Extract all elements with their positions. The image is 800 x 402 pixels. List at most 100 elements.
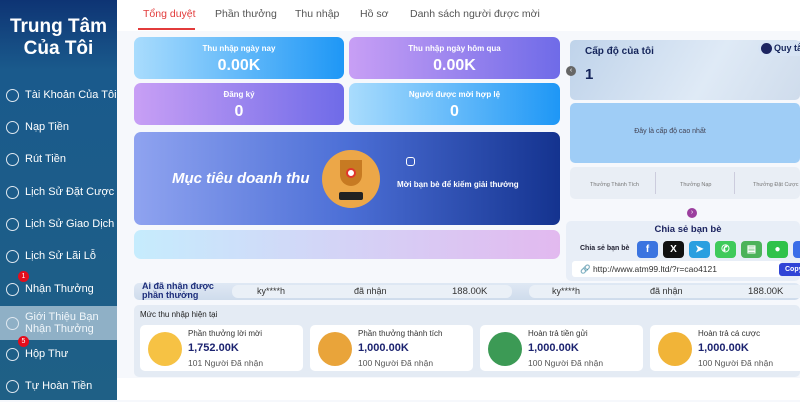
sidebar-item[interactable]: Giới Thiệu Bạn Nhận Thưởng: [0, 306, 117, 340]
sidebar-item-label: Nhận Thưởng: [25, 283, 94, 295]
sidebar-item[interactable]: Tài Khoản Của Tôi: [0, 79, 117, 111]
revenue-goal-banner: Mục tiêu doanh thu Mời bạn bè để kiếm gi…: [134, 132, 560, 225]
chat-icon[interactable]: [406, 157, 415, 166]
gradient-strip: [134, 230, 560, 259]
sidebar-item-label: Rút Tiền: [25, 153, 66, 165]
stat-label: Thu nhập ngày nay: [202, 44, 276, 53]
ticker-user: ky****h: [257, 286, 286, 296]
income-card: Hoàn trả cá cược 1,000.00K 100 Người Đã nh…: [650, 325, 800, 371]
stat-registered: Đăng ký 0: [134, 83, 344, 125]
sms-share-icon[interactable]: ▤: [741, 241, 762, 258]
income-card-count: 100 Người Đã nhận: [698, 358, 774, 368]
whatsapp-share-icon[interactable]: ✆: [715, 241, 736, 258]
level-value: 1: [585, 66, 594, 83]
banner-text: Mời bạn bè để kiếm giải thưởng: [397, 180, 519, 189]
income-card-value: 1,752.00K: [188, 342, 239, 354]
sidebar-item-label: Tài Khoản Của Tôi: [25, 89, 117, 101]
share-label: Chia sẻ bạn bè: [580, 245, 630, 252]
rebate-icon: [6, 379, 19, 393]
ticker-amount: 188.00K: [748, 286, 784, 297]
notification-badge: 5: [18, 336, 29, 347]
sidebar-item-label: Nạp Tiền: [25, 121, 70, 133]
ticker-amount: 188.00K: [452, 286, 488, 297]
deposit-icon: [6, 120, 19, 134]
income-card-title: Hoàn trả cá cược: [698, 329, 761, 338]
reward-icon: [6, 282, 19, 296]
income-title: Mức thu nhập hiện tại: [140, 310, 218, 319]
rules-label: Quy tắc: [774, 43, 800, 53]
level-tab[interactable]: Thưởng Nạp: [680, 182, 712, 188]
banner-title: Mục tiêu doanh thu: [172, 170, 310, 187]
rules-button[interactable]: Quy tắc: [758, 41, 800, 56]
ticker-user: ky****h: [552, 286, 581, 296]
user-icon: [6, 88, 19, 102]
stat-today-income: Thu nhập ngày nay 0.00K: [134, 37, 344, 79]
income-card-title: Hoàn trả tiền gửi: [528, 329, 588, 338]
level-title: Cấp độ của tôi: [585, 46, 654, 57]
sidebar-item[interactable]: Nạp Tiền: [0, 111, 117, 143]
share-title: Chia sẻ bạn bè: [654, 224, 722, 235]
mail-icon: [6, 347, 19, 361]
sidebar: Trung Tâm Của Tôi Tài Khoản Của Tôi Nạp T…: [0, 0, 117, 400]
sidebar-item[interactable]: Lịch Sử Đặt Cược: [0, 176, 117, 208]
referral-icon: [6, 316, 19, 330]
tab-rewards[interactable]: Phần thưởng: [215, 8, 277, 20]
income-icon: [148, 332, 182, 366]
more-share-icon[interactable]: ↗: [793, 241, 800, 258]
level-tab[interactable]: Thưởng Thành Tích: [590, 182, 639, 188]
sidebar-item[interactable]: Nhận Thưởng 1: [0, 271, 117, 305]
referral-link: http://www.atm99.ltd/?r=cao4121: [592, 264, 717, 274]
stat-yesterday-income: Thu nhập ngày hôm qua 0.00K: [349, 37, 560, 79]
tab-income[interactable]: Thu nhập: [295, 8, 340, 20]
stat-value: 0: [234, 103, 244, 120]
income-icon: [488, 332, 522, 366]
level-card: Cấp độ của tôi 1 Quy tắc: [570, 40, 800, 100]
x-share-icon[interactable]: X: [663, 241, 684, 258]
tab-invitees[interactable]: Danh sách người được mời: [410, 8, 540, 20]
income-card-title: Phần thưởng lời mời: [188, 329, 263, 338]
prev-arrow-icon[interactable]: ‹: [566, 66, 576, 76]
sidebar-item-label: Tự Hoàn Tiền: [25, 380, 93, 392]
trophy-icon: [322, 150, 380, 208]
stat-value: 0.00K: [217, 57, 261, 74]
sidebar-item[interactable]: Rút Tiền: [0, 143, 117, 175]
income-card-count: 100 Người Đã nhận: [528, 358, 604, 368]
level-tab[interactable]: Thưởng Đặt Cược: [753, 182, 799, 188]
stat-label: Đăng ký: [223, 90, 255, 99]
sidebar-item[interactable]: Lịch Sử Lãi Lỗ: [0, 240, 117, 272]
income-card: Phần thưởng lời mời 1,752.00K 101 Người Đã…: [140, 325, 303, 371]
tab-profile[interactable]: Hồ sơ: [360, 8, 389, 20]
ticker-action: đã nhận: [354, 286, 387, 296]
sidebar-title: Trung Tâm Của Tôi: [9, 16, 108, 59]
sidebar-item[interactable]: Tự Hoàn Tiền: [0, 370, 117, 402]
referral-link-field[interactable]: 🔗 http://www.atm99.ltd/?r=cao4121: [572, 261, 782, 277]
ticker-action: đã nhận: [650, 286, 683, 296]
sidebar-item-label: Lịch Sử Giao Dịch: [25, 218, 115, 230]
line-share-icon[interactable]: ●: [767, 241, 788, 258]
sidebar-item-label: Giới Thiệu Bạn Nhận Thưởng: [25, 311, 99, 335]
next-arrow-icon[interactable]: ›: [687, 208, 697, 218]
stat-value: 0: [450, 103, 459, 120]
sidebar-item[interactable]: Lịch Sử Giao Dịch: [0, 208, 117, 240]
income-card: Hoàn trả tiền gửi 1,000.00K 100 Người Đã n…: [480, 325, 643, 371]
income-icon: [658, 332, 692, 366]
facebook-share-icon[interactable]: f: [637, 241, 658, 258]
sidebar-item-label: Hộp Thư: [25, 348, 69, 360]
tab-overview[interactable]: Tổng duyệt: [143, 8, 196, 20]
copy-button[interactable]: Copy: [779, 263, 800, 276]
income-card-value: 1,000.00K: [358, 342, 409, 354]
ticker-title: Ai đã nhận được phần thưởng: [142, 281, 214, 300]
max-level-text: Đây là cấp độ cao nhất: [634, 128, 706, 135]
income-card-count: 101 Người Đã nhận: [188, 358, 264, 368]
sidebar-item-label: Lịch Sử Lãi Lỗ: [25, 250, 96, 262]
income-card-value: 1,000.00K: [528, 342, 579, 354]
sidebar-item[interactable]: Hộp Thư 5: [0, 336, 117, 370]
income-card-count: 100 Người Đã nhận: [358, 358, 434, 368]
income-card-title: Phần thưởng thành tích: [358, 329, 443, 338]
transaction-icon: [6, 217, 19, 231]
telegram-share-icon[interactable]: ➤: [689, 241, 710, 258]
list-icon: [6, 249, 19, 263]
stat-label: Người được mời hợp lệ: [408, 90, 501, 99]
stat-label: Thu nhập ngày hôm qua: [408, 44, 501, 53]
level-tabs: Thưởng Thành Tích Thưởng Nạp Thưởng Đặt …: [570, 167, 800, 199]
